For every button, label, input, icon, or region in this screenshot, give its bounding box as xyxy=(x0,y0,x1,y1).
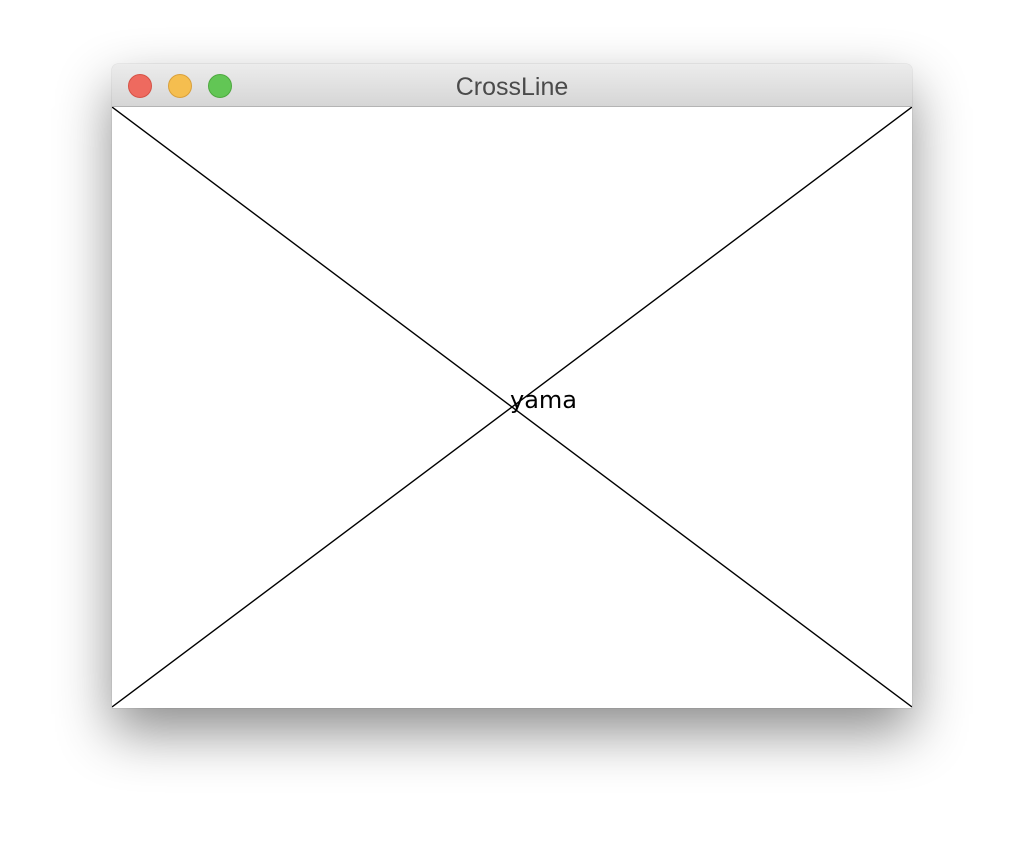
center-label: yama xyxy=(510,386,577,414)
title-bar[interactable]: CrossLine xyxy=(112,64,912,107)
cross-line-drawing: yama xyxy=(112,107,912,708)
drawing-canvas[interactable]: yama xyxy=(112,107,912,708)
zoom-window-button[interactable] xyxy=(208,74,232,98)
close-window-button[interactable] xyxy=(128,74,152,98)
diagonal-line-top-right-to-bottom-left xyxy=(112,107,912,708)
window-title: CrossLine xyxy=(455,73,569,101)
app-window: CrossLine yama xyxy=(112,64,912,708)
minimize-window-button[interactable] xyxy=(168,74,192,98)
